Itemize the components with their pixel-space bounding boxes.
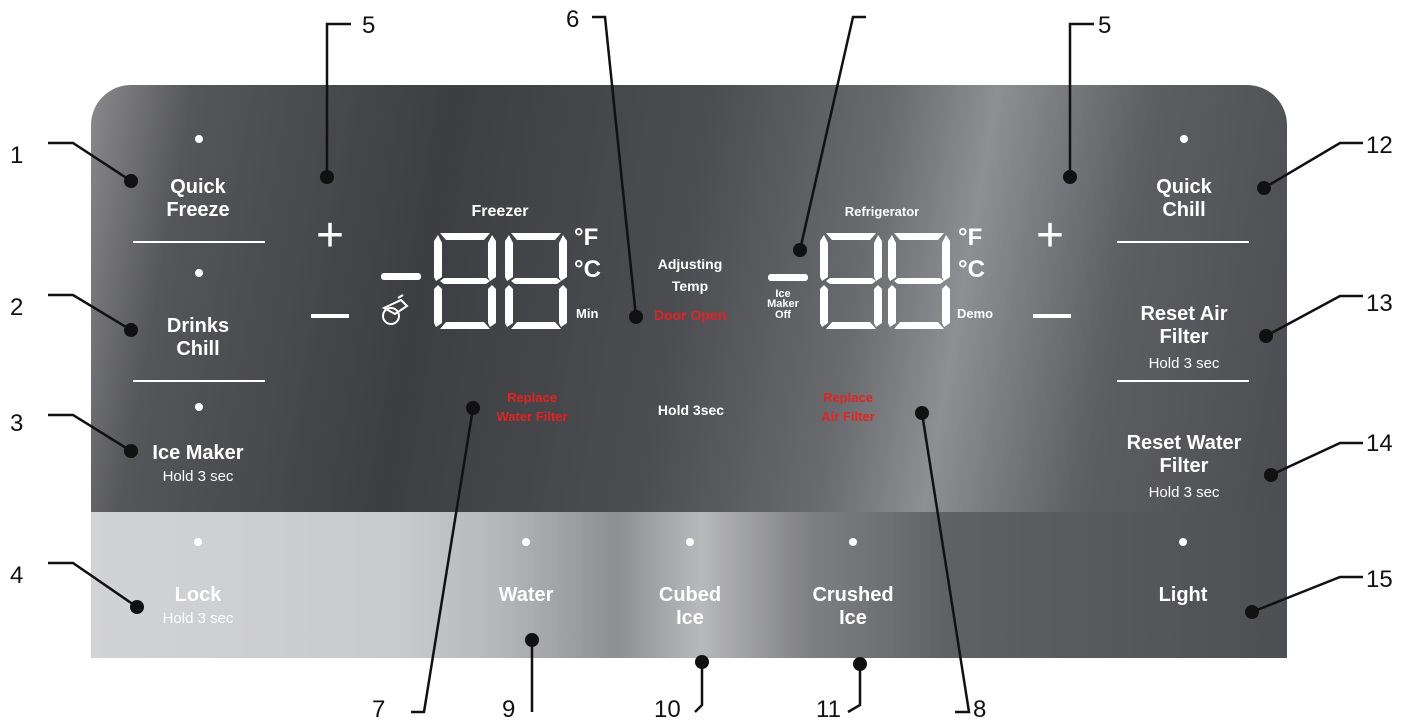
freezer-plus-button[interactable]: + bbox=[315, 209, 345, 262]
crushed-ice-button[interactable]: Crushed Ice bbox=[812, 584, 894, 629]
callout-15: 15 bbox=[1366, 566, 1393, 593]
callout-13: 13 bbox=[1366, 290, 1393, 317]
callout-10: 10 bbox=[654, 696, 681, 723]
quick-freeze-button[interactable]: Quick Freeze bbox=[166, 176, 230, 221]
callout-11: 11 bbox=[816, 696, 841, 723]
ice-maker-off-indicator: Ice Maker Off bbox=[767, 288, 799, 321]
ice-maker-hold-label: Hold 3 sec bbox=[162, 468, 234, 485]
crushed-ice-indicator bbox=[849, 538, 857, 546]
refrigerator-unit-f: °F bbox=[958, 224, 983, 251]
freezer-unit-f: °F bbox=[574, 224, 599, 251]
freezer-unit-c: °C bbox=[574, 256, 601, 283]
quick-freeze-indicator bbox=[195, 135, 203, 143]
control-panel bbox=[91, 85, 1287, 658]
light-button[interactable]: Light bbox=[1158, 584, 1208, 606]
ice-maker-indicator bbox=[195, 403, 203, 411]
freezer-ice-bucket-icon bbox=[381, 294, 409, 325]
right-divider-1 bbox=[1117, 241, 1249, 243]
lock-hold-label: Hold 3 sec bbox=[162, 610, 234, 627]
quick-chill-indicator bbox=[1180, 135, 1188, 143]
demo-indicator: Demo bbox=[957, 306, 994, 321]
freezer-digit-1 bbox=[434, 233, 496, 329]
cubed-ice-button[interactable]: Cubed Ice bbox=[658, 584, 722, 629]
freezer-min-label: Min bbox=[576, 306, 599, 321]
quick-chill-button[interactable]: Quick Chill bbox=[1156, 176, 1212, 221]
ice-maker-button[interactable]: Ice Maker bbox=[152, 442, 244, 464]
refrigerator-minus-button[interactable] bbox=[1033, 314, 1071, 318]
callout-8: 8 bbox=[973, 696, 987, 723]
refrigerator-label: Refrigerator bbox=[844, 204, 920, 219]
reset-water-filter-hold-label: Hold 3 sec bbox=[1148, 484, 1220, 501]
freezer-label: Freezer bbox=[471, 203, 529, 220]
refrigerator-digit-2 bbox=[888, 233, 950, 329]
light-indicator bbox=[1179, 538, 1187, 546]
callout-9: 9 bbox=[502, 696, 516, 723]
replace-air-filter-indicator: Replace Air Filter bbox=[821, 390, 875, 424]
callout-2: 2 bbox=[10, 294, 24, 321]
lock-button[interactable]: Lock bbox=[174, 584, 222, 606]
callout-12: 12 bbox=[1366, 132, 1393, 159]
refrigerator-unit-c: °C bbox=[958, 256, 985, 283]
drinks-chill-indicator bbox=[195, 269, 203, 277]
left-divider-2 bbox=[133, 380, 265, 382]
lock-indicator bbox=[194, 538, 202, 546]
reset-water-filter-button[interactable]: Reset Water Filter bbox=[1126, 432, 1242, 477]
adjusting-temp-label: Adjusting Temp bbox=[657, 256, 723, 294]
door-open-indicator: Door Open bbox=[653, 307, 727, 323]
cubed-ice-indicator bbox=[686, 538, 694, 546]
freezer-negative-segment bbox=[381, 273, 421, 280]
refrigerator-plus-button[interactable]: + bbox=[1035, 209, 1065, 262]
water-button[interactable]: Water bbox=[498, 584, 554, 606]
callout-14: 14 bbox=[1366, 430, 1393, 457]
callout-5-right: 5 bbox=[1098, 12, 1112, 39]
callout-4: 4 bbox=[10, 562, 24, 589]
dispenser-strip bbox=[91, 512, 1287, 658]
freezer-digit-2 bbox=[505, 233, 567, 329]
callout-6: 6 bbox=[566, 6, 580, 33]
refrigerator-negative-segment bbox=[768, 274, 808, 281]
refrigerator-digit-1 bbox=[820, 233, 882, 329]
freezer-minus-button[interactable] bbox=[311, 314, 349, 318]
hold-3sec-label: Hold 3sec bbox=[657, 402, 725, 418]
callout-7: 7 bbox=[372, 696, 386, 723]
right-divider-2 bbox=[1117, 380, 1249, 382]
callout-1: 1 bbox=[10, 142, 24, 169]
reset-air-filter-hold-label: Hold 3 sec bbox=[1148, 355, 1220, 372]
callout-3: 3 bbox=[10, 410, 24, 437]
callout-5-left: 5 bbox=[362, 12, 376, 39]
water-indicator bbox=[522, 538, 530, 546]
left-divider-1 bbox=[133, 241, 265, 243]
reset-air-filter-button[interactable]: Reset Air Filter bbox=[1140, 303, 1228, 348]
drinks-chill-button[interactable]: Drinks Chill bbox=[166, 315, 230, 360]
replace-water-filter-indicator: Replace Water Filter bbox=[496, 390, 568, 424]
